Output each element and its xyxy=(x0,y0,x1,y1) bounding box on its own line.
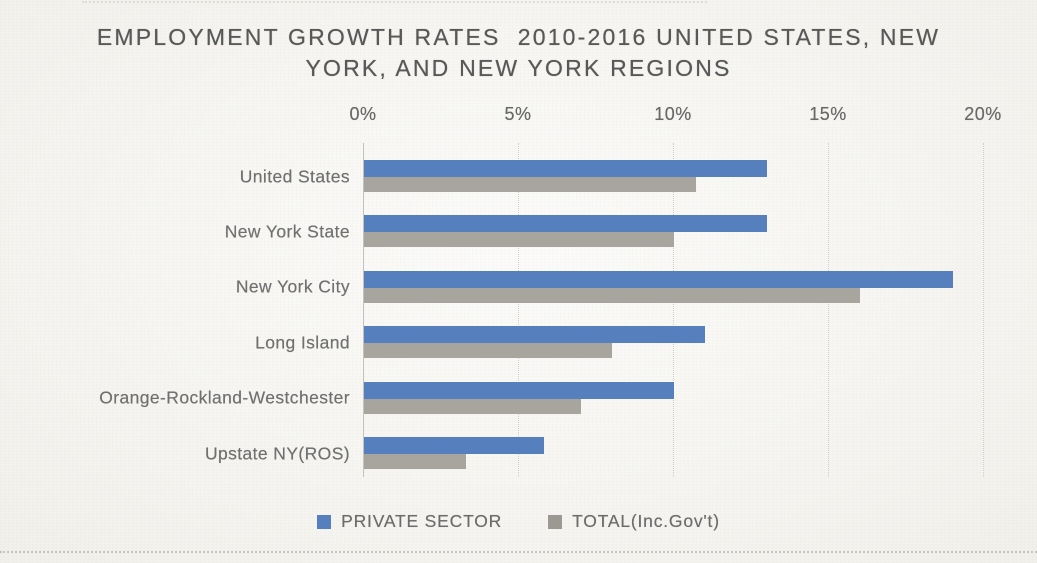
category-label: Upstate NY(ROS) xyxy=(204,443,350,463)
chart-title: EMPLOYMENT GROWTH RATES 2010-2016 UNITED… xyxy=(0,22,1037,84)
legend-item: PRIVATE SECTOR xyxy=(317,511,502,532)
scan-artifact-top xyxy=(82,1,707,3)
gridline-10% xyxy=(673,143,674,477)
chart-title-line-1: EMPLOYMENT GROWTH RATES 2010-2016 UNITED… xyxy=(96,24,941,50)
bar-total-inc-govt xyxy=(364,177,696,192)
chart-legend: PRIVATE SECTOR TOTAL(Inc.Gov't) xyxy=(0,511,1037,532)
chart-title-line-2: YORK, AND NEW YORK REGIONS xyxy=(305,55,732,81)
x-tick-label: 10% xyxy=(654,104,692,124)
x-tick-label: 0% xyxy=(349,104,377,124)
bar-total-inc-govt xyxy=(364,343,612,359)
category-label: United States xyxy=(239,166,350,186)
bar-total-inc-govt xyxy=(364,454,467,469)
gridline-5% xyxy=(518,143,519,477)
category-label: New York City xyxy=(235,276,350,297)
bar-private-sector xyxy=(364,381,674,399)
x-tick-label: 20% xyxy=(964,104,1002,124)
legend-label: PRIVATE SECTOR xyxy=(341,511,503,531)
legend-label: TOTAL(Inc.Gov't) xyxy=(572,511,720,531)
category-label: Orange-Rockland-Westchester xyxy=(99,387,350,408)
legend-swatch-icon xyxy=(548,514,563,529)
bar-total-inc-govt xyxy=(364,398,581,414)
bar-total-inc-govt xyxy=(364,287,860,303)
bar-private-sector xyxy=(364,160,767,177)
x-tick-label: 15% xyxy=(809,104,847,124)
gridline-0% xyxy=(363,143,364,477)
bar-private-sector xyxy=(364,270,953,288)
x-tick-label: 5% xyxy=(504,104,532,124)
bar-private-sector xyxy=(364,326,705,344)
scan-artifact-bottom xyxy=(0,551,1037,553)
bar-private-sector xyxy=(364,437,544,454)
legend-item: TOTAL(Inc.Gov't) xyxy=(548,511,720,532)
legend-swatch-icon xyxy=(317,514,332,529)
bar-total-inc-govt xyxy=(364,232,674,248)
bar-private-sector xyxy=(364,215,767,233)
gridline-20% xyxy=(983,143,984,477)
gridline-15% xyxy=(828,143,829,477)
category-label: Long Island xyxy=(255,332,350,353)
category-label: New York State xyxy=(224,221,350,242)
